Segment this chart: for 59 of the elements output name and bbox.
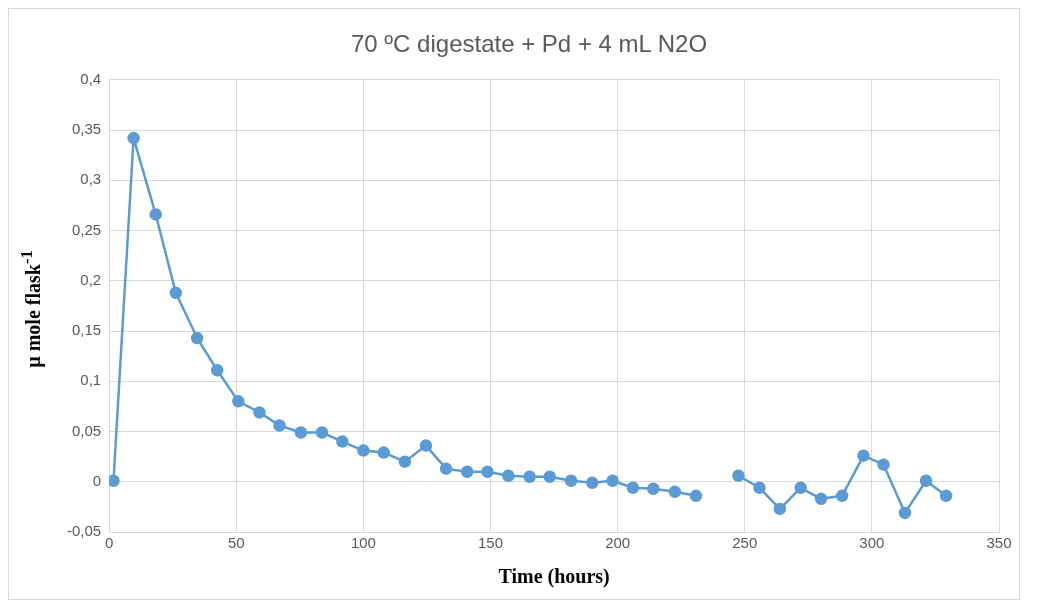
point (398, 455, 412, 468)
x-tick-label: 150 (478, 534, 504, 552)
point (481, 465, 494, 478)
y-tick-label: 0,25 (71, 220, 102, 238)
point (585, 476, 599, 490)
chart-title: 70 ºC digestate + Pd + 4 mL N2O (350, 30, 708, 58)
point (814, 492, 828, 506)
point (939, 489, 953, 503)
x-axis-title: Time (hours) (498, 565, 610, 589)
x-tick-label: 300 (859, 534, 885, 552)
point (543, 470, 557, 483)
x-tick-label: 200 (605, 534, 631, 552)
point (689, 489, 703, 503)
point (169, 286, 183, 300)
point (564, 474, 578, 487)
y-tick-label: 0,2 (80, 270, 102, 288)
point (835, 489, 849, 503)
point (668, 485, 682, 499)
point (606, 474, 619, 487)
point (273, 419, 286, 432)
y-tick-label: 0,05 (71, 421, 102, 439)
x-tick-label: 250 (732, 534, 758, 552)
point (419, 439, 433, 452)
x-tick-label: 350 (986, 534, 1012, 552)
x-tick-label: 50 (227, 534, 245, 552)
point (773, 502, 787, 516)
point (127, 131, 140, 145)
point (647, 482, 660, 496)
point (253, 406, 266, 419)
point (377, 446, 391, 459)
point (732, 469, 745, 482)
x-tick-label: 0 (105, 534, 114, 552)
point (439, 462, 453, 475)
point (626, 481, 640, 495)
point (357, 444, 370, 457)
point (794, 481, 807, 495)
point (336, 435, 349, 448)
y-tick-label: 0,3 (80, 170, 102, 188)
point (232, 395, 245, 408)
point (523, 470, 536, 483)
point (857, 449, 870, 462)
point (210, 363, 224, 377)
point (149, 208, 162, 221)
y-tick-label: -0,05 (66, 522, 102, 540)
x-tick-label: 100 (350, 534, 376, 552)
point (877, 458, 890, 471)
y-tick-label: 0,1 (80, 371, 102, 389)
y-tick-label: 0,35 (71, 120, 102, 138)
point (294, 426, 308, 439)
point (919, 474, 933, 487)
point (190, 331, 204, 345)
y-tick-label: 0,15 (71, 321, 102, 339)
point (502, 469, 515, 482)
point (315, 426, 329, 439)
point (898, 506, 912, 520)
y-tick-label: 0 (92, 471, 102, 489)
point (460, 465, 474, 478)
point (753, 481, 766, 495)
y-tick-label: 0,4 (80, 69, 102, 87)
